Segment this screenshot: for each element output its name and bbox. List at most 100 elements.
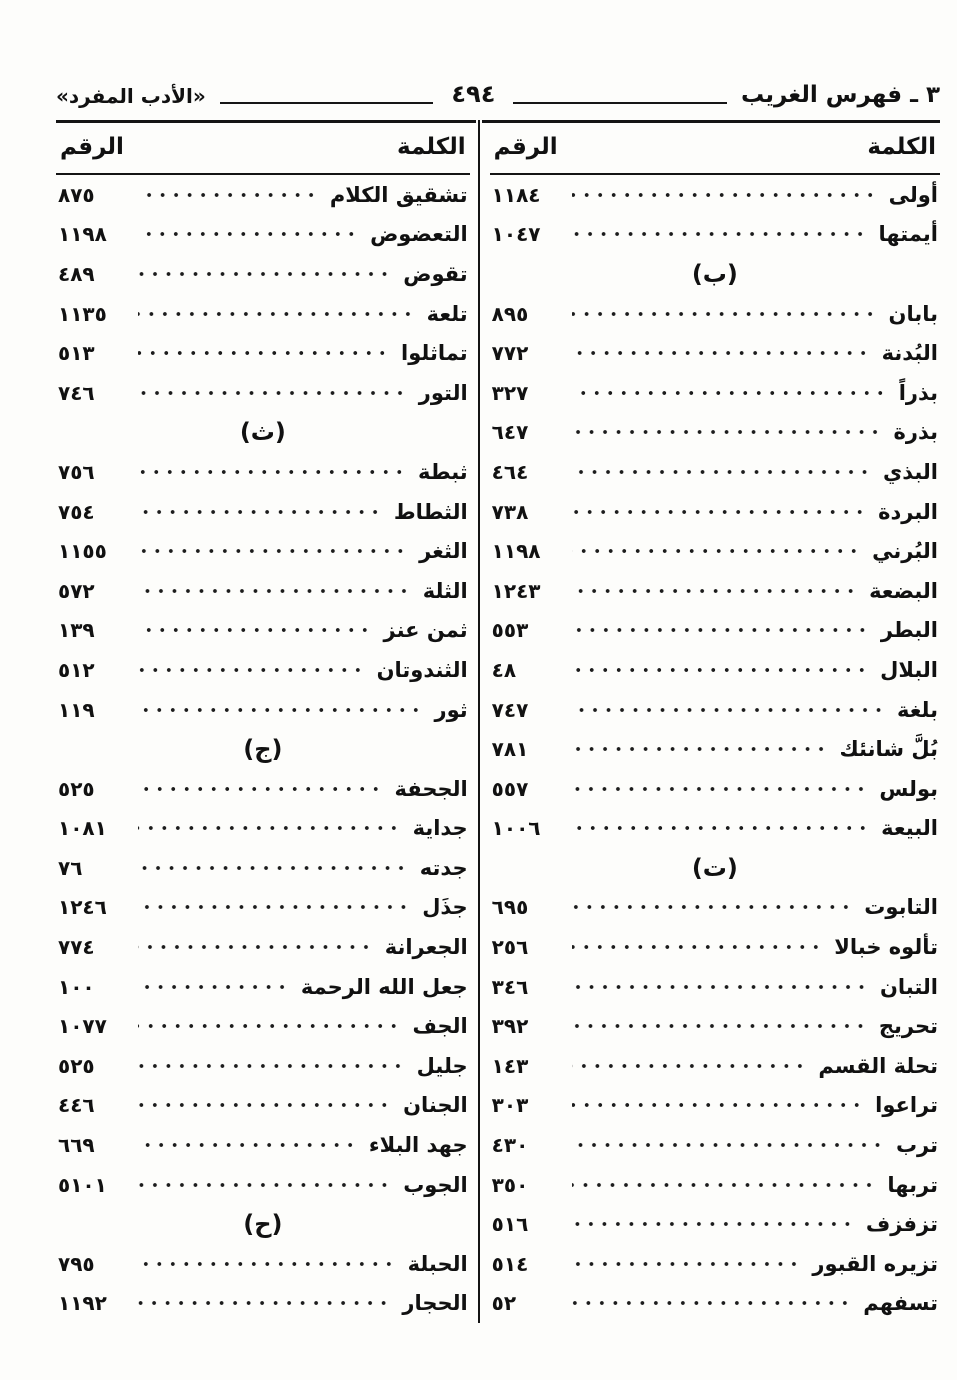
- index-entry-row: البردة ٧٣٨: [490, 492, 940, 532]
- index-entry-row: أيمتها ١٠٤٧: [490, 215, 940, 255]
- dot-leader: [571, 938, 823, 957]
- entry-page-number: ٧٣٨: [491, 499, 529, 524]
- index-table: الكلمة الرقم أولى ١١٨٤ أيمتها ١٠٤٧ (ب) بابان ٨…: [56, 120, 940, 1324]
- dot-leader: [571, 779, 868, 798]
- entry-page-number: ٧٥٤: [58, 499, 95, 524]
- index-entry-row: التعضوض ١١٩٨: [56, 215, 470, 255]
- index-section-title: ٣ ـ فهرس الغريب: [740, 82, 940, 108]
- entry-word: جهد البلاء: [368, 1133, 468, 1158]
- dot-leader: [138, 1096, 392, 1115]
- entry-page-number: ٣٠٣: [491, 1093, 529, 1118]
- index-entry-row: تربها ٣٥٠: [490, 1165, 940, 1205]
- entry-page-number: ١٠٠: [58, 974, 95, 999]
- index-column-left: الكلمة الرقم تشقيق الكلام ٨٧٥ التعضوض ١١٩٨ ت…: [56, 120, 476, 1323]
- entry-word: تماثلوا: [401, 341, 468, 366]
- entry-word: البيعة: [881, 816, 938, 841]
- entry-page-number: ٥٢٥: [58, 1053, 95, 1078]
- column-header-row: الكلمة الرقم: [489, 123, 940, 175]
- entry-page-number: ٧٧٤: [58, 935, 95, 960]
- entry-page-number: ٦٤٧: [491, 420, 529, 445]
- index-entry-row: جذَل ١٢٤٦: [56, 888, 470, 928]
- entry-page-number: ٤٦٤: [491, 459, 529, 484]
- entry-word: التبان: [879, 974, 938, 999]
- entry-word: جذَل: [422, 895, 468, 920]
- entry-word: بُلَّ شانئك: [839, 737, 939, 762]
- index-entry-row: التبان ٣٤٦: [490, 967, 940, 1007]
- entry-word: الحبلة: [407, 1251, 468, 1276]
- entry-page-number: ٣٢٧: [491, 380, 529, 405]
- dot-leader: [138, 304, 415, 323]
- entry-word: بابان: [888, 301, 938, 326]
- entry-page-number: ٤٤٦: [58, 1093, 95, 1118]
- letter-section-heading: (ث): [239, 418, 286, 447]
- entry-page-number: ١٢٤٣: [491, 578, 541, 603]
- index-entry-row: البُدنة ٧٧٢: [490, 333, 940, 373]
- entry-page-number: ١٠٠٦: [491, 816, 541, 841]
- index-entry-row: بذراً ٣٢٧: [490, 373, 940, 413]
- entry-list-right: أولى ١١٨٤ أيمتها ١٠٤٧ (ب) بابان ٨٩٥ البُدنة ٧٧٢ ب…: [490, 175, 940, 1323]
- dot-leader: [571, 225, 867, 244]
- index-entry-row: البضعة ١٢٤٣: [490, 571, 940, 611]
- index-entry-row: تألوه خبالا ٢٥٦: [490, 927, 940, 967]
- dot-leader: [571, 1294, 852, 1313]
- letter-section-heading: (ب): [691, 259, 738, 288]
- entry-page-number: ٥٢: [491, 1291, 517, 1316]
- entry-word: الجوب: [403, 1172, 468, 1197]
- dot-leader: [138, 1175, 392, 1194]
- entry-page-number: ٦٩٥: [491, 895, 529, 920]
- entry-page-number: ١١٨٤: [491, 182, 541, 207]
- index-entry-row: الحبلة ٧٩٥: [56, 1244, 470, 1284]
- index-entry-row: الجعرانة ٧٧٤: [56, 927, 470, 967]
- entry-word: التعضوض: [370, 222, 468, 247]
- dot-leader: [571, 1215, 854, 1234]
- entry-page-number: ٥٧٢: [58, 578, 95, 603]
- entry-word: تقوض: [403, 261, 468, 286]
- dot-leader: [138, 502, 382, 521]
- entry-word: الثطاط: [393, 499, 468, 524]
- entry-page-number: ٦٦٩: [58, 1133, 95, 1158]
- index-entry-row: البيعة ١٠٠٦: [490, 809, 940, 849]
- dot-leader: [138, 542, 408, 561]
- dot-leader: [138, 660, 365, 679]
- index-entry-row: الثلة ٥٧٢: [56, 571, 470, 611]
- dot-leader: [571, 1175, 876, 1194]
- dot-leader: [571, 1056, 807, 1075]
- number-column-header: الرقم: [60, 134, 124, 160]
- letter-section-heading: (ت): [691, 853, 738, 882]
- index-entry-row: جدته ٧٦: [56, 848, 470, 888]
- dot-leader: [571, 1017, 867, 1036]
- entry-word: تزفزف: [865, 1212, 938, 1237]
- entry-word: بلغة: [896, 697, 938, 722]
- letter-section-heading: (ج): [243, 735, 283, 764]
- entry-word: الثلة: [422, 578, 468, 603]
- entry-word: البذي: [882, 459, 938, 484]
- entry-word: جعل الله الرحمة: [300, 974, 468, 999]
- entry-page-number: ٥٢٥: [58, 776, 95, 801]
- entry-page-number: ١١٩٨: [491, 539, 541, 564]
- entry-word: البضعة: [869, 578, 938, 603]
- entry-word: البُدنة: [881, 341, 938, 366]
- entry-word: الثندوتان: [376, 657, 468, 682]
- dot-leader: [138, 938, 373, 957]
- entry-word: بولس: [879, 776, 938, 801]
- letter-section-heading: (ح): [243, 1210, 283, 1239]
- dot-leader: [138, 779, 383, 798]
- entry-word: الثغر: [419, 539, 468, 564]
- dot-leader: [138, 819, 401, 838]
- entry-page-number: ١١٥٥: [58, 539, 107, 564]
- index-entry-row: تحلة القسم ١٤٣: [490, 1046, 940, 1086]
- index-entry-row: تزفزف ٥١٦: [490, 1204, 940, 1244]
- entry-page-number: ٥١٠١: [58, 1172, 107, 1197]
- index-entry-row: بولس ٥٥٧: [490, 769, 940, 809]
- index-entry-row: تزيره القبور ٥١٤: [490, 1244, 940, 1284]
- index-entry-row: ثبطة ٧٥٦: [56, 452, 470, 492]
- entry-page-number: ٧٤٦: [58, 380, 95, 405]
- index-entry-row: بذرة ٦٤٧: [490, 413, 940, 453]
- entry-page-number: ٧٥٦: [58, 459, 95, 484]
- number-column-header: الرقم: [493, 134, 558, 160]
- entry-page-number: ٥٥٧: [491, 776, 529, 801]
- dot-leader: [571, 621, 869, 640]
- entry-word: البطر: [880, 618, 938, 643]
- entry-word: تلعة: [426, 301, 468, 326]
